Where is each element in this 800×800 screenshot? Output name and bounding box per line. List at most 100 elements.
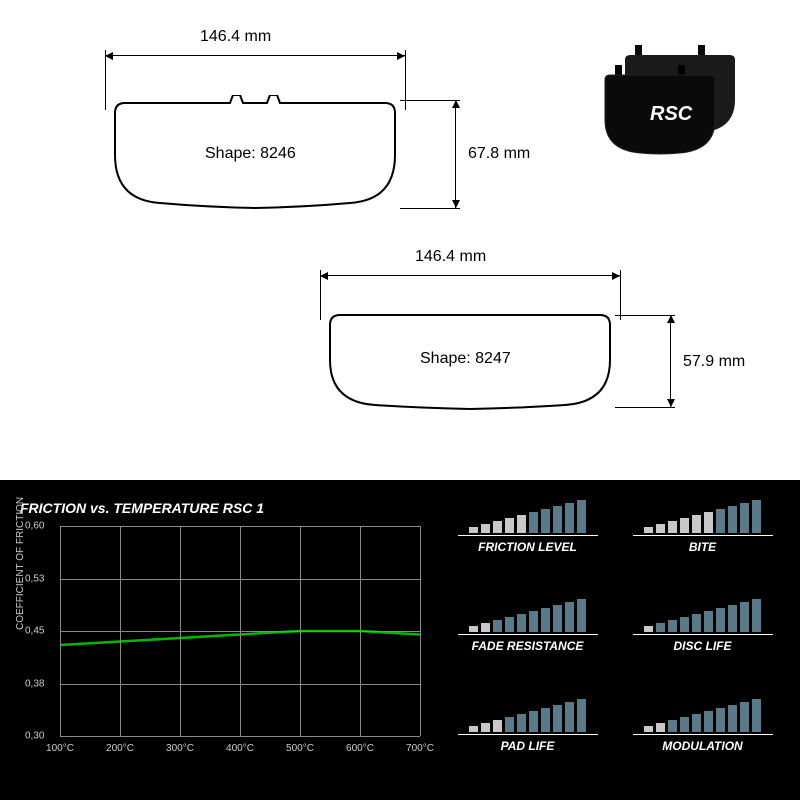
rating-bar	[740, 702, 749, 732]
rating-bar	[553, 705, 562, 732]
rating-bar	[680, 717, 689, 732]
rating-bar	[481, 524, 490, 533]
ext-line	[615, 315, 675, 316]
ext-line	[620, 270, 621, 320]
ext-line	[405, 50, 406, 110]
rating-bar	[704, 711, 713, 732]
ext-line	[400, 100, 460, 101]
rating-bar	[740, 602, 749, 632]
rating-bar	[529, 611, 538, 632]
rating-bar	[644, 626, 653, 632]
chart-title: FRICTION vs. TEMPERATURE RSC 1	[20, 500, 420, 516]
rating-fade-resistance: FADE RESISTANCE	[450, 599, 605, 680]
rating-bar	[644, 527, 653, 533]
grid-line	[120, 526, 121, 736]
rating-bar	[692, 614, 701, 632]
rating-bar	[577, 699, 586, 732]
rating-bar	[680, 617, 689, 632]
grid-line	[240, 526, 241, 736]
ratings-grid: FRICTION LEVEL BITEFADE RESISTANCE DISC LI…	[420, 500, 780, 780]
top-width-line	[105, 55, 405, 56]
x-tick-label: 500°C	[286, 743, 314, 754]
y-tick-label: 0,38	[25, 678, 44, 689]
rating-bars	[633, 699, 773, 735]
x-tick-label: 300°C	[166, 743, 194, 754]
top-width-label: 146.4 mm	[200, 28, 271, 46]
ext-line	[615, 407, 675, 408]
rating-bar	[656, 623, 665, 632]
rating-bar	[553, 506, 562, 533]
grid-line	[60, 736, 420, 737]
rating-bar	[656, 723, 665, 732]
chart-grid: 0,300,380,450,530,60100°C200°C300°C400°C…	[60, 526, 420, 736]
rating-bar	[553, 605, 562, 632]
y-tick-label: 0,30	[25, 731, 44, 742]
rating-bars	[458, 500, 598, 536]
rating-bar	[752, 500, 761, 533]
rating-bar	[656, 524, 665, 533]
y-tick-label: 0,45	[25, 626, 44, 637]
rating-bar	[469, 626, 478, 632]
x-tick-label: 100°C	[46, 743, 74, 754]
rating-bar	[644, 726, 653, 732]
rating-bar	[565, 503, 574, 533]
shape-label-bottom: Shape: 8247	[420, 350, 511, 368]
rating-bar	[505, 518, 514, 533]
y-tick-label: 0,53	[25, 573, 44, 584]
rating-bar	[505, 617, 514, 632]
rating-bar	[565, 702, 574, 732]
rating-bar	[529, 512, 538, 533]
rating-friction-level: FRICTION LEVEL	[450, 500, 605, 581]
top-height-line	[455, 100, 456, 208]
bottom-height-line	[670, 315, 671, 407]
rating-bar	[728, 506, 737, 533]
performance-panel: FRICTION vs. TEMPERATURE RSC 1 COEFFICIE…	[0, 480, 800, 800]
rating-bar	[668, 720, 677, 732]
rating-bar	[692, 714, 701, 732]
rating-bar	[716, 708, 725, 732]
rating-bar	[668, 521, 677, 533]
rating-bar	[493, 720, 502, 732]
grid-line	[60, 526, 61, 736]
rating-label: FRICTION LEVEL	[478, 540, 577, 554]
grid-line	[180, 526, 181, 736]
bottom-width-line	[320, 275, 620, 276]
rating-modulation: MODULATION	[625, 699, 780, 780]
product-photo: RSC	[580, 30, 770, 180]
rating-bar	[481, 723, 490, 732]
rating-bite: BITE	[625, 500, 780, 581]
rating-bars	[458, 699, 598, 735]
rating-label: PAD LIFE	[501, 739, 555, 753]
grid-line	[420, 526, 421, 736]
rating-bar	[517, 714, 526, 732]
rating-bar	[752, 599, 761, 632]
rating-bar	[728, 705, 737, 732]
rating-disc-life: DISC LIFE	[625, 599, 780, 680]
top-height-label: 67.8 mm	[468, 145, 530, 163]
x-tick-label: 200°C	[106, 743, 134, 754]
rating-label: MODULATION	[662, 739, 742, 753]
rating-bar	[481, 623, 490, 632]
grid-line	[300, 526, 301, 736]
rating-bar	[565, 602, 574, 632]
rating-bar	[517, 515, 526, 533]
rating-bar	[728, 605, 737, 632]
rating-bar	[541, 509, 550, 533]
technical-drawing-area: 146.4 mm 67.8 mm Shape: 8246 146.4 mm 57…	[0, 0, 800, 480]
x-tick-label: 600°C	[346, 743, 374, 754]
rating-bar	[505, 717, 514, 732]
rating-bar	[493, 521, 502, 533]
rating-bar	[577, 500, 586, 533]
rating-bar	[541, 608, 550, 632]
rating-bar	[692, 515, 701, 533]
y-axis-label: COEFFICIENT OF FRICTION	[15, 497, 26, 630]
rating-bar	[680, 518, 689, 533]
rating-bar	[529, 711, 538, 732]
rating-bar	[704, 611, 713, 632]
rating-bar	[469, 527, 478, 533]
friction-chart: FRICTION vs. TEMPERATURE RSC 1 COEFFICIE…	[20, 500, 420, 780]
rating-label: DISC LIFE	[673, 639, 731, 653]
bottom-width-label: 146.4 mm	[415, 248, 486, 266]
rating-bar	[577, 599, 586, 632]
rating-bars	[458, 599, 598, 635]
